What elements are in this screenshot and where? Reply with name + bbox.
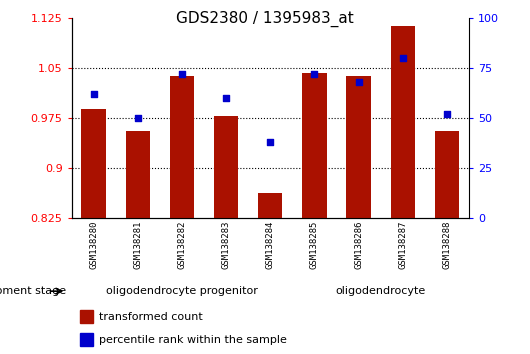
Text: GSM138281: GSM138281 — [134, 221, 142, 269]
Bar — [80, 310, 93, 323]
Text: GSM138285: GSM138285 — [310, 221, 319, 269]
Bar — [126, 131, 150, 218]
Point — [399, 55, 407, 61]
Bar — [80, 333, 93, 346]
Bar — [435, 131, 459, 218]
Text: GSM138284: GSM138284 — [266, 221, 275, 269]
Point — [134, 115, 142, 120]
Text: transformed count: transformed count — [100, 312, 203, 322]
Text: GSM138286: GSM138286 — [354, 221, 363, 269]
Bar — [302, 73, 326, 218]
Bar — [391, 26, 415, 218]
Point — [222, 95, 231, 101]
Text: GSM138282: GSM138282 — [178, 221, 187, 269]
Point — [266, 139, 275, 144]
Text: oligodendrocyte progenitor: oligodendrocyte progenitor — [106, 286, 258, 296]
Point — [443, 111, 451, 116]
Bar — [258, 193, 282, 218]
Text: development stage: development stage — [0, 286, 66, 296]
Bar — [82, 109, 106, 218]
Text: GSM138283: GSM138283 — [222, 221, 231, 269]
Text: oligodendrocyte: oligodendrocyte — [335, 286, 426, 296]
Text: percentile rank within the sample: percentile rank within the sample — [100, 335, 287, 346]
Point — [355, 79, 363, 85]
Point — [178, 71, 186, 76]
Text: GDS2380 / 1395983_at: GDS2380 / 1395983_at — [176, 11, 354, 27]
Bar — [170, 76, 194, 218]
Text: GSM138280: GSM138280 — [89, 221, 98, 269]
Point — [90, 91, 98, 97]
Bar — [347, 76, 371, 218]
Text: GSM138287: GSM138287 — [399, 221, 407, 269]
Text: GSM138288: GSM138288 — [443, 221, 452, 269]
Bar — [214, 116, 238, 218]
Point — [310, 71, 319, 76]
